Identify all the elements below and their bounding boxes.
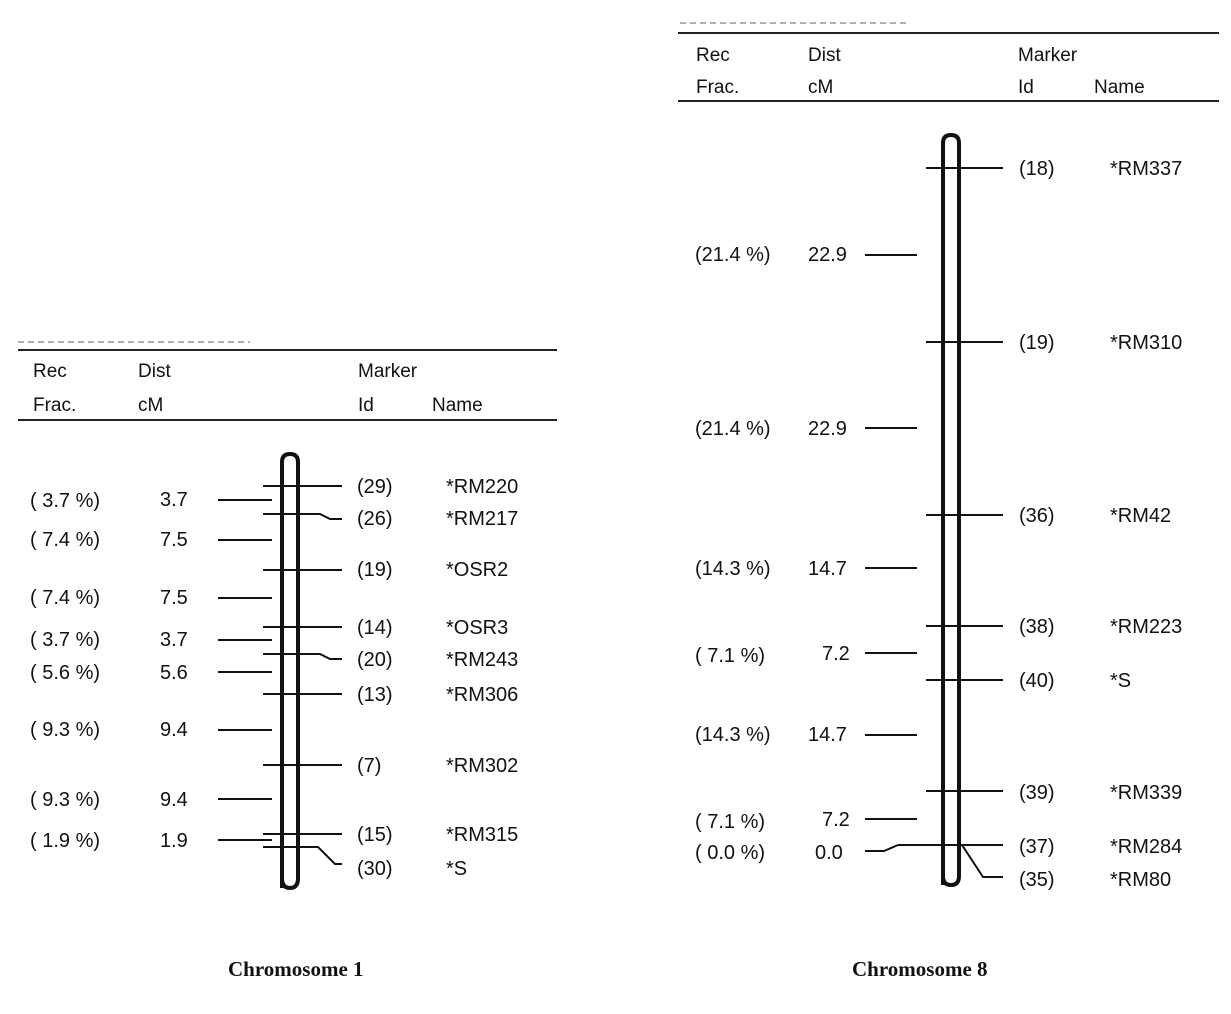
marker-id: (30): [357, 858, 393, 880]
marker-name: *RM315: [446, 824, 519, 846]
interval-rec: ( 3.7 %): [30, 490, 101, 512]
marker-id: (37): [1019, 836, 1055, 858]
interval-rec: (21.4 %): [695, 418, 771, 440]
interval-dist: 9.4: [160, 719, 188, 741]
marker-name: *RM243: [446, 649, 519, 671]
col-rec: Rec: [696, 45, 730, 66]
marker-name: *RM302: [446, 755, 519, 777]
interval-rec: ( 7.1 %): [695, 645, 766, 667]
interval-dist: 0.0: [815, 842, 843, 864]
chromosome-8-bar: [941, 132, 961, 888]
interval-dist: 7.5: [160, 587, 188, 609]
col-name: Name: [1094, 77, 1145, 98]
marker-id: (20): [357, 649, 393, 671]
chromosome-1-bar: [280, 451, 300, 891]
marker-name: *RM284: [1110, 836, 1183, 858]
marker-id: (19): [1019, 332, 1055, 354]
interval-rec: ( 0.0 %): [695, 842, 766, 864]
marker-id: (15): [357, 824, 393, 846]
interval-rec: (21.4 %): [695, 244, 771, 266]
interval-dist: 22.9: [808, 418, 847, 440]
interval-dist: 5.6: [160, 662, 188, 684]
marker-name: *RM306: [446, 684, 519, 706]
interval-rec: ( 5.6 %): [30, 662, 101, 684]
marker-id: (14): [357, 617, 393, 639]
col-marker: Marker: [358, 361, 418, 382]
interval-dist: 9.4: [160, 789, 188, 811]
col-frac: Frac.: [33, 395, 77, 416]
col-marker: Marker: [1018, 45, 1078, 66]
marker-name: *OSR2: [446, 559, 509, 581]
marker-name: *RM310: [1110, 332, 1183, 354]
marker-name: *RM217: [446, 508, 519, 530]
interval-rec: ( 7.1 %): [695, 811, 766, 833]
interval-rec: ( 7.4 %): [30, 587, 101, 609]
marker-id: (13): [357, 684, 393, 706]
interval-dist: 3.7: [160, 489, 188, 511]
marker-id: (7): [357, 755, 382, 777]
interval-rec: ( 3.7 %): [30, 629, 101, 651]
header-bottom-rule: [18, 419, 557, 421]
interval-dist: 14.7: [808, 558, 847, 580]
col-id: Id: [1018, 77, 1034, 98]
col-dist: Dist: [138, 361, 171, 382]
interval-rec: ( 7.4 %): [30, 529, 101, 551]
header-faint-text: [680, 22, 910, 24]
col-frac: Frac.: [696, 77, 740, 98]
marker-name: *RM220: [446, 476, 519, 498]
marker-id: (19): [357, 559, 393, 581]
header-faint-text: [18, 341, 250, 343]
header-bottom-rule: [678, 100, 1219, 102]
marker-name: *RM337: [1110, 158, 1183, 180]
col-rec: Rec: [33, 361, 67, 382]
marker-id: (35): [1019, 869, 1055, 891]
interval-rec: (14.3 %): [695, 724, 771, 746]
col-cm: cM: [138, 395, 164, 416]
interval-rec: ( 9.3 %): [30, 789, 101, 811]
col-dist: Dist: [808, 45, 841, 66]
marker-id: (39): [1019, 782, 1055, 804]
chromosome-8-title: Chromosome 8: [852, 957, 988, 981]
col-cm: cM: [808, 77, 834, 98]
interval-dist: 3.7: [160, 629, 188, 651]
marker-name: *RM339: [1110, 782, 1183, 804]
header-top-rule: [18, 349, 557, 351]
interval-rec: ( 9.3 %): [30, 719, 101, 741]
header-top-rule: [678, 32, 1219, 34]
marker-name: *RM80: [1110, 869, 1172, 891]
marker-name: *RM223: [1110, 616, 1183, 638]
marker-name: *OSR3: [446, 617, 509, 639]
marker-id: (26): [357, 508, 393, 530]
marker-name: *S: [1110, 670, 1132, 692]
interval-dist: 1.9: [160, 830, 188, 852]
interval-rec: ( 1.9 %): [30, 830, 101, 852]
marker-name: *S: [446, 858, 468, 880]
interval-dist: 7.5: [160, 529, 188, 551]
marker-name: *RM42: [1110, 505, 1172, 527]
col-name: Name: [432, 395, 483, 416]
interval-rec: (14.3 %): [695, 558, 771, 580]
interval-dist: 7.2: [822, 809, 850, 831]
marker-id: (18): [1019, 158, 1055, 180]
interval-dist: 7.2: [822, 643, 850, 665]
col-id: Id: [358, 395, 374, 416]
chromosome-1-title: Chromosome 1: [228, 957, 364, 981]
marker-id: (36): [1019, 505, 1055, 527]
marker-id: (38): [1019, 616, 1055, 638]
marker-id: (40): [1019, 670, 1055, 692]
marker-id: (29): [357, 476, 393, 498]
interval-dist: 22.9: [808, 244, 847, 266]
interval-dist: 14.7: [808, 724, 847, 746]
